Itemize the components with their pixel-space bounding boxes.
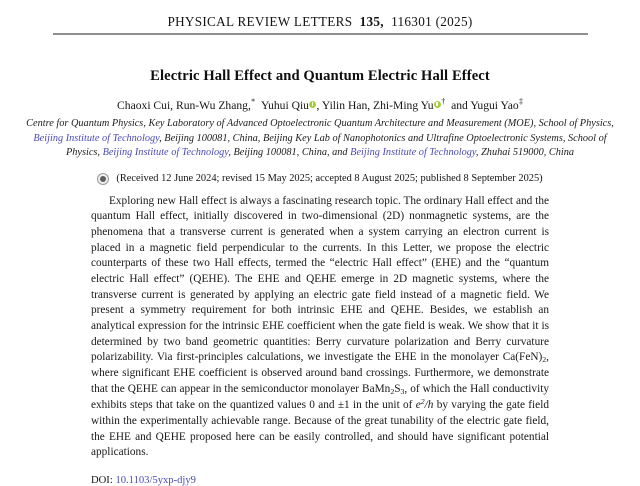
- journal-article-id: 116301 (2025): [391, 14, 473, 29]
- affiliation-text-6: , Zhuhai 519000, China: [475, 147, 575, 159]
- abstract: Exploring new Hall effect is always a fa…: [91, 194, 549, 461]
- formula-e-exponent: 2: [420, 397, 425, 407]
- author-list: Chaoxi Cui, Run-Wu Zhang,* Yuhui Qiu , Yi…: [0, 97, 640, 113]
- affiliation-link-bit-1[interactable]: Beijing Institute of Technology: [33, 132, 160, 144]
- formula-subscript-s: 3: [400, 386, 405, 396]
- header-divider: [52, 33, 588, 35]
- affiliation-link-bit-3[interactable]: Beijing Institute of Technology: [350, 147, 476, 159]
- footnote-marker-asterisk[interactable]: *: [251, 97, 256, 106]
- author-qiu: Yuhui Qiu: [260, 98, 309, 112]
- formula-subscript-canfen: 2: [542, 355, 547, 365]
- affiliation-text-5: , Beijing 100081, China, and: [228, 147, 348, 159]
- formula-e: e: [415, 399, 421, 412]
- doi-row: DOI: 10.1103/5yxp-djy9: [91, 475, 549, 486]
- crossmark-icon[interactable]: [97, 172, 110, 185]
- abstract-text-2: , where significant EHE coefficient is o…: [91, 351, 549, 395]
- footnote-marker-dagger[interactable]: †: [441, 97, 446, 106]
- formula-element-s: S: [394, 382, 401, 395]
- abstract-text-3: , of which the Hall conductivity exhibit…: [91, 382, 549, 412]
- doi-label: DOI:: [91, 474, 113, 486]
- author-group-2: , Yilin Han, Zhi-Ming Yu: [316, 98, 434, 112]
- formula-over-h: /h: [424, 399, 434, 412]
- formula-subscript-mn: 2: [390, 386, 395, 396]
- footnote-marker-double-dagger[interactable]: ‡: [518, 97, 523, 106]
- orcid-icon[interactable]: [309, 100, 317, 108]
- author-group-1: Chaoxi Cui, Run-Wu Zhang,: [117, 98, 251, 112]
- orcid-icon[interactable]: [434, 100, 441, 108]
- affiliation-text-3: , Beijing 100081, China, Beijing Key Lab…: [159, 132, 424, 144]
- author-yao: and Yugui Yao: [451, 98, 519, 112]
- affiliation-text-4: Ultrafine Optoelectronic Systems, School…: [65, 132, 607, 159]
- publication-dates: (Received 12 June 2024; revised 15 May 2…: [116, 173, 543, 185]
- journal-header: PHYSICAL REVIEW LETTERS 135, 116301 (202…: [0, 0, 640, 30]
- abstract-text-1: Exploring new Hall effect is always a fa…: [91, 194, 549, 364]
- journal-name: PHYSICAL REVIEW LETTERS: [167, 14, 353, 29]
- article-page: PHYSICAL REVIEW LETTERS 135, 116301 (202…: [0, 0, 640, 426]
- affiliation-block: Centre for Quantum Physics, Key Laborato…: [0, 117, 640, 161]
- affiliation-text-2: School of Physics,: [538, 117, 614, 129]
- page-title: Electric Hall Effect and Quantum Electri…: [150, 68, 490, 84]
- affiliation-link-bit-2[interactable]: Beijing Institute of Technology: [102, 147, 229, 159]
- publication-dates-row: (Received 12 June 2024; revised 15 May 2…: [0, 172, 640, 185]
- affiliation-text-1: Centre for Quantum Physics, Key Laborato…: [26, 117, 537, 129]
- journal-volume: 135,: [359, 14, 384, 29]
- doi-link[interactable]: 10.1103/5yxp-djy9: [115, 474, 196, 486]
